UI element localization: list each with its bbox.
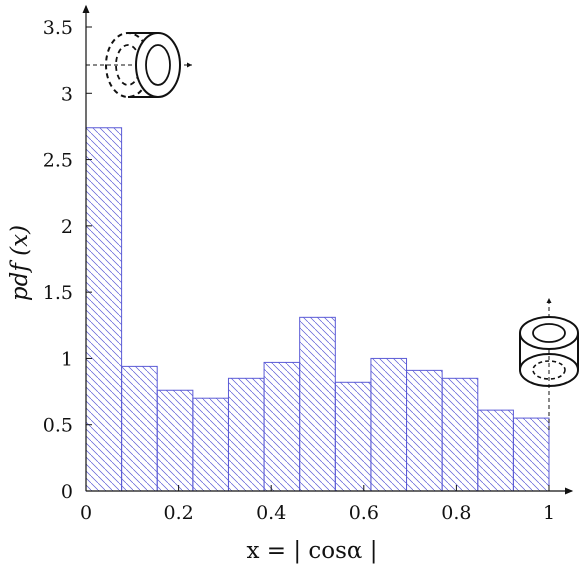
histogram-bar	[121, 365, 158, 492]
histogram-bar	[299, 316, 336, 492]
histogram-bar	[192, 397, 229, 492]
y-tick-label: 2.5	[43, 150, 73, 172]
y-ticks: 0 0.5 1 1.5 2 2.5 3 3.5	[43, 17, 92, 503]
y-tick-label: 3.5	[43, 17, 73, 39]
histogram-bar	[512, 417, 550, 492]
x-tick-label: 0.6	[349, 502, 379, 524]
ring-horizontal-axis-icon	[86, 32, 192, 98]
histogram-bar	[263, 361, 301, 492]
x-tick-label: 0.4	[256, 502, 286, 524]
y-tick-label: 1	[61, 348, 73, 370]
histogram-bar	[334, 381, 372, 492]
y-tick-label: 0.5	[43, 415, 73, 437]
x-tick-label: 0.2	[163, 502, 193, 524]
histogram-bar	[370, 357, 408, 492]
histogram-bar	[441, 377, 479, 492]
histogram-bar	[406, 369, 443, 492]
x-tick-label: 0.8	[441, 502, 471, 524]
histogram-bar	[85, 127, 123, 492]
x-axis-label: x = | cosα |	[246, 538, 377, 564]
x-tick-label: 1	[543, 502, 555, 524]
x-ticks: 0 0.2 0.4 0.6 0.8 1	[80, 485, 555, 524]
y-tick-label: 0	[61, 481, 73, 503]
x-tick-label: 0	[80, 502, 92, 524]
histogram-bar	[156, 389, 194, 492]
y-axis-label: pdf (x)	[7, 225, 33, 301]
y-tick-label: 2	[61, 216, 73, 238]
ring-vertical-axis-icon	[519, 298, 579, 430]
histogram-bar	[477, 409, 514, 492]
bars-layer	[85, 127, 550, 492]
y-tick-label: 1.5	[43, 282, 73, 304]
y-tick-label: 3	[61, 83, 73, 105]
histogram-bar	[227, 377, 265, 492]
